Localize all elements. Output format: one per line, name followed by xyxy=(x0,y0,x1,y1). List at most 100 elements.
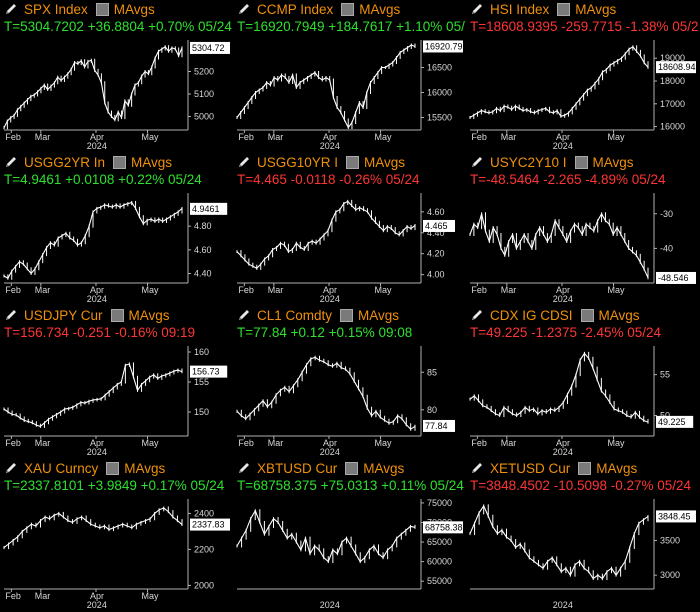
mavgs-toggle[interactable]: MAvgs xyxy=(113,155,172,170)
pencil-edit-icon[interactable] xyxy=(470,155,484,169)
mavgs-toggle[interactable]: MAvgs xyxy=(341,2,400,17)
price-chart[interactable]: 160 155 150 Feb Mar Apr May 2024 156.73 xyxy=(0,342,230,456)
price-chart[interactable]: 55 50 Feb Mar Apr May 2024 49.225 xyxy=(466,342,696,456)
checkbox-icon[interactable] xyxy=(557,2,571,16)
mavgs-toggle[interactable]: MAvgs xyxy=(557,2,616,17)
mavgs-label: MAvgs xyxy=(575,1,617,17)
ticker-label[interactable]: SPX Index xyxy=(24,1,88,17)
pencil-edit-icon[interactable] xyxy=(237,461,251,475)
mavgs-toggle[interactable]: MAvgs xyxy=(578,461,637,476)
ticker-label[interactable]: HSI Index xyxy=(490,1,550,17)
chart-panel-6[interactable]: USYC2Y10 I MAvgs T=-48.5464 -2.265 -4.89% … xyxy=(466,153,696,303)
y-tick-label: 2200 xyxy=(194,544,214,554)
quote-line: T=68758.375 +75.0313 +0.11% 05/24 xyxy=(237,478,464,493)
quote-line: T=-48.5464 -2.265 -4.89% 05/24 xyxy=(470,172,666,187)
pencil-edit-icon[interactable] xyxy=(4,2,18,16)
chart-panel-11[interactable]: XBTUSD Cur MAvgs T=68758.375 +75.0313 +0.1… xyxy=(233,459,464,609)
price-chart[interactable]: 16500 16000 15500 Feb Mar Apr May 2024 16920.79 xyxy=(233,36,463,150)
ticker-label[interactable]: USDJPY Cur xyxy=(24,307,103,323)
y-tick-label: 19000 xyxy=(660,53,685,63)
checkbox-icon[interactable] xyxy=(346,155,360,169)
mavgs-toggle[interactable]: MAvgs xyxy=(346,155,405,170)
last-price-label: -48.546 xyxy=(658,273,689,283)
x-tick-label: Feb xyxy=(238,438,254,448)
price-line xyxy=(469,352,649,423)
chart-panel-9[interactable]: CDX IG CDSI MAvgs T=49.225 -1.2375 -2.45% … xyxy=(466,306,696,456)
chart-panel-12[interactable]: XETUSD Cur MAvgs T=3848.4502 -10.5098 -0.2… xyxy=(466,459,696,609)
price-chart[interactable]: 4.60 4.40 4.20 4.00 Feb Mar Apr May 2024 4.465 xyxy=(233,189,463,303)
chart-panel-10[interactable]: XAU Curncy MAvgs T=2337.8101 +3.9849 +0.17… xyxy=(0,459,230,609)
mavgs-toggle[interactable]: MAvgs xyxy=(345,461,404,476)
x-tick-label: Apr xyxy=(90,591,104,601)
checkbox-icon[interactable] xyxy=(95,2,109,16)
price-line xyxy=(3,507,183,549)
pencil-edit-icon[interactable] xyxy=(237,155,251,169)
ticker-label[interactable]: XAU Curncy xyxy=(24,460,99,476)
year-label: 2024 xyxy=(553,447,573,456)
price-chart[interactable]: 85 80 Feb Mar Apr May 2024 77.84 xyxy=(233,342,463,456)
price-chart[interactable]: 5200 5100 5000 Feb Mar Apr May 2024 5304.72 xyxy=(0,36,230,150)
price-chart[interactable]: 7500070000650006000055000202468758.38 xyxy=(233,495,463,609)
ticker-label[interactable]: USYC2Y10 I xyxy=(490,154,567,170)
mavgs-label: MAvgs xyxy=(363,460,405,476)
price-chart[interactable]: 2400 2200 2000 Feb Mar Apr May 2024 2337.83 xyxy=(0,495,230,609)
x-tick-label: Apr xyxy=(90,132,104,142)
mavgs-toggle[interactable]: MAvgs xyxy=(110,308,170,323)
x-tick-label: May xyxy=(608,285,626,295)
checkbox-icon[interactable] xyxy=(345,461,359,475)
ticker-label[interactable]: USGG2YR In xyxy=(24,154,106,170)
chart-panel-8[interactable]: CL1 Comdty MAvgs T=77.84 +0.12 +0.15% 09:0… xyxy=(233,306,463,456)
pencil-edit-icon[interactable] xyxy=(470,2,484,16)
pencil-edit-icon[interactable] xyxy=(4,461,18,475)
ticker-label[interactable]: XETUSD Cur xyxy=(490,460,571,476)
ticker-label[interactable]: CDX IG CDSI xyxy=(490,307,573,323)
mavgs-toggle[interactable]: MAvgs xyxy=(106,461,165,476)
panel-header: XETUSD Cur MAvgs xyxy=(466,459,696,477)
ticker-label[interactable]: XBTUSD Cur xyxy=(257,460,338,476)
chart-panel-5[interactable]: USGG10YR I MAvgs T=4.465 -0.0118 -0.26% 05… xyxy=(233,153,463,303)
pencil-edit-icon[interactable] xyxy=(470,308,484,322)
pencil-edit-icon[interactable] xyxy=(470,461,484,475)
ticker-label[interactable]: USGG10YR I xyxy=(257,154,339,170)
pencil-edit-icon[interactable] xyxy=(4,308,18,322)
x-tick-label: Apr xyxy=(323,132,337,142)
checkbox-icon[interactable] xyxy=(578,461,592,475)
ticker-label[interactable]: CL1 Comdty xyxy=(257,307,333,323)
quote-line: T=156.734 -0.251 -0.16% 09:19 xyxy=(4,325,196,340)
checkbox-icon[interactable] xyxy=(580,308,594,322)
pencil-edit-icon[interactable] xyxy=(237,308,251,322)
checkbox-icon[interactable] xyxy=(341,2,355,16)
chart-panel-1[interactable]: SPX Index MAvgs T=5304.7202 +36.8804 +0.70… xyxy=(0,0,232,150)
price-chart[interactable]: 4.80 4.60 4.40 Feb Mar Apr May 2024 4.9461 xyxy=(0,189,230,303)
x-tick-label: Apr xyxy=(323,285,337,295)
chart-panel-2[interactable]: CCMP Index MAvgs T=16920.7949 +184.7617 +1… xyxy=(233,0,465,150)
checkbox-icon[interactable] xyxy=(574,155,588,169)
last-price-box xyxy=(656,271,696,284)
mavgs-toggle[interactable]: MAvgs xyxy=(340,308,399,323)
chart-panel-3[interactable]: HSI Index MAvgs T=18608.9395 -259.7715 -1.… xyxy=(466,0,698,150)
y-tick-label: 75000 xyxy=(427,498,452,508)
y-tick-label: 2400 xyxy=(194,508,214,518)
year-label: 2024 xyxy=(87,294,107,303)
x-tick-label: Feb xyxy=(471,132,487,142)
x-tick-label: Apr xyxy=(556,285,570,295)
chart-panel-7[interactable]: USDJPY Cur MAvgs T=156.734 -0.251 -0.16% 0… xyxy=(0,306,230,456)
x-tick-label: May xyxy=(608,132,626,142)
mavgs-toggle[interactable]: MAvgs xyxy=(95,2,155,17)
price-chart[interactable]: 3500 3000 2024 3848.45 xyxy=(466,495,696,609)
ticker-label[interactable]: CCMP Index xyxy=(257,1,334,17)
checkbox-icon[interactable] xyxy=(113,155,127,169)
mavgs-toggle[interactable]: MAvgs xyxy=(574,155,634,170)
price-chart[interactable]: 19000 18000 17000 16000 Feb Mar Apr May 2024 1860… xyxy=(466,36,696,150)
chart-panel-4[interactable]: USGG2YR In MAvgs T=4.9461 +0.0108 +0.22% 0… xyxy=(0,153,230,303)
pencil-edit-icon[interactable] xyxy=(4,155,18,169)
mavgs-toggle[interactable]: MAvgs xyxy=(580,308,640,323)
panel-header: XAU Curncy MAvgs xyxy=(0,459,230,477)
checkbox-icon[interactable] xyxy=(106,461,120,475)
checkbox-icon[interactable] xyxy=(340,308,354,322)
pencil-edit-icon[interactable] xyxy=(237,2,251,16)
price-chart[interactable]: -30 -40 Feb Mar Apr May 2024 -48.546 xyxy=(466,189,696,303)
y-tick-label: 16500 xyxy=(427,63,452,73)
checkbox-icon[interactable] xyxy=(110,308,124,322)
